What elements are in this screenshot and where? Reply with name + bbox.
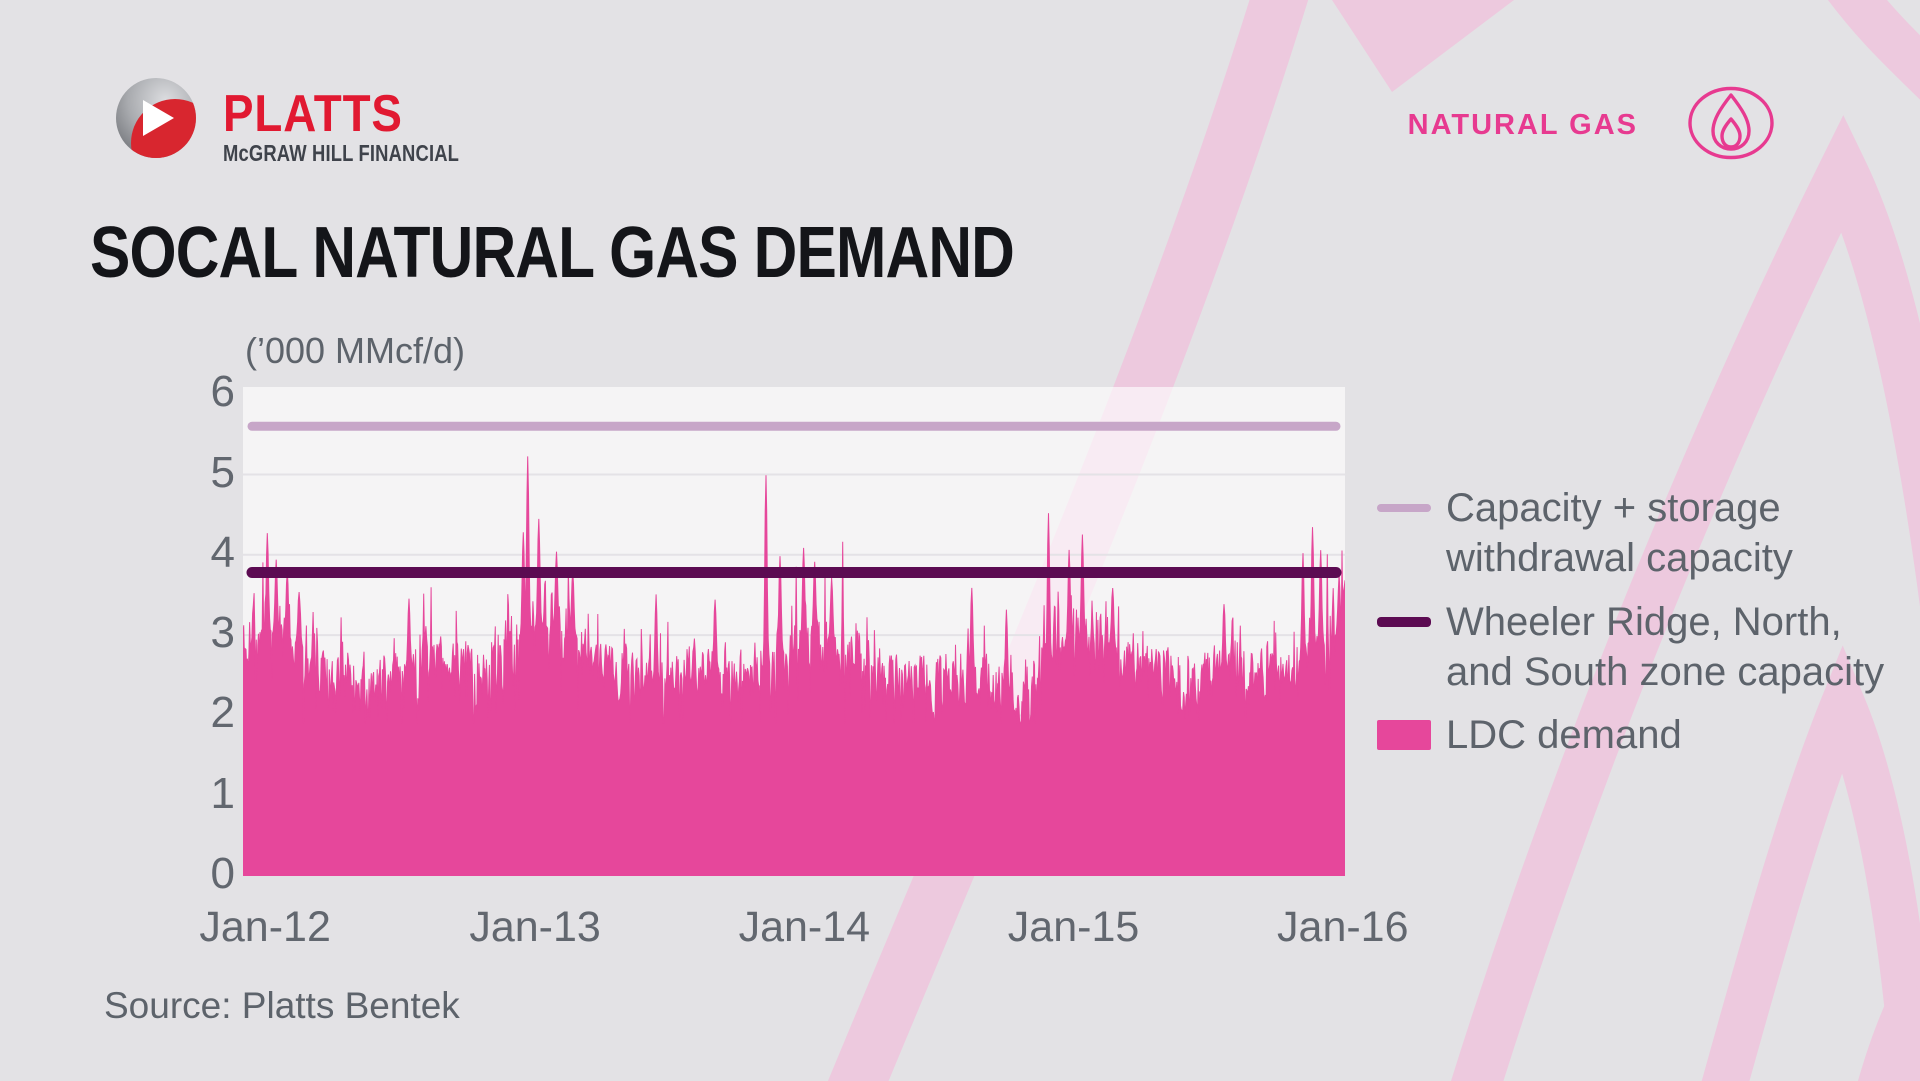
- x-tick-label-Jan-16: Jan-16: [1277, 903, 1409, 951]
- legend-item-label: Wheeler Ridge, North, and South zone capa…: [1446, 600, 1885, 694]
- chart-legend: Capacity + storage withdrawal capacity Whe…: [1377, 0, 1917, 1081]
- decor-corner-sliver: [1827, 0, 1920, 100]
- ldc-demand-area: [243, 456, 1345, 876]
- legend-line-swatch: [1377, 617, 1431, 627]
- legend-item-label: LDC demand: [1446, 713, 1682, 757]
- platts-logo: [116, 78, 196, 158]
- page-title: SOCAL NATURAL GAS DEMAND: [90, 213, 1015, 293]
- x-tick-label-Jan-15: Jan-15: [1007, 903, 1140, 951]
- legend-line-swatch: [1377, 504, 1431, 512]
- y-tick-label-0: 0: [210, 849, 235, 898]
- x-tick-label-Jan-14: Jan-14: [738, 903, 871, 951]
- x-tick-label-Jan-12: Jan-12: [199, 903, 331, 951]
- brand-subtitle: McGRAW HILL FINANCIAL: [223, 140, 460, 166]
- legend-item-label: Capacity + storage withdrawal capacity: [1446, 486, 1793, 580]
- flame-badge-icon: [1688, 86, 1774, 160]
- x-tick-label-Jan-13: Jan-13: [469, 903, 601, 951]
- y-tick-label-1: 1: [210, 768, 235, 818]
- logo-play-triangle: [143, 100, 174, 136]
- y-tick-label-4: 4: [210, 527, 235, 577]
- decor-top-wedge: [1332, 0, 1514, 92]
- decor-inner-flame: [1701, 645, 1920, 1081]
- brand-name: PLATTS: [223, 85, 403, 143]
- decor-outer-flame: [1451, 115, 1920, 1081]
- y-tick-label-3: 3: [210, 608, 235, 658]
- decor-flame-core: [1857, 965, 1920, 1081]
- source-note: Source: Platts Bentek: [104, 985, 460, 1026]
- natural-gas-label: NATURAL GAS: [1407, 109, 1638, 141]
- chart-plot-area: [243, 387, 1345, 876]
- legend-square-swatch: [1377, 720, 1431, 750]
- y-axis-unit-label: (’000 MMcf/d): [245, 330, 466, 371]
- y-tick-label-6: 6: [210, 367, 235, 417]
- y-tick-label-2: 2: [210, 688, 235, 738]
- y-tick-label-5: 5: [210, 447, 235, 497]
